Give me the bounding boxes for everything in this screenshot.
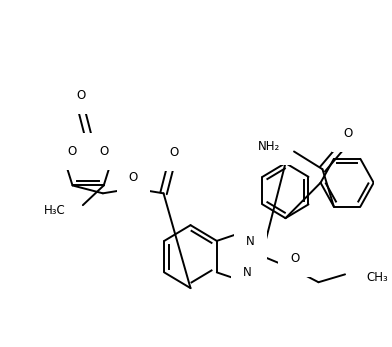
Text: O: O	[129, 171, 138, 184]
Text: N: N	[246, 235, 255, 247]
Text: N: N	[243, 266, 252, 279]
Text: O: O	[99, 145, 109, 158]
Text: O: O	[290, 252, 299, 265]
Text: O: O	[68, 145, 77, 158]
Text: H₃C: H₃C	[44, 204, 66, 217]
Text: O: O	[76, 89, 85, 102]
Text: CH₃: CH₃	[366, 271, 388, 284]
Text: O: O	[343, 127, 353, 140]
Text: O: O	[169, 146, 179, 160]
Text: NH₂: NH₂	[258, 140, 280, 153]
